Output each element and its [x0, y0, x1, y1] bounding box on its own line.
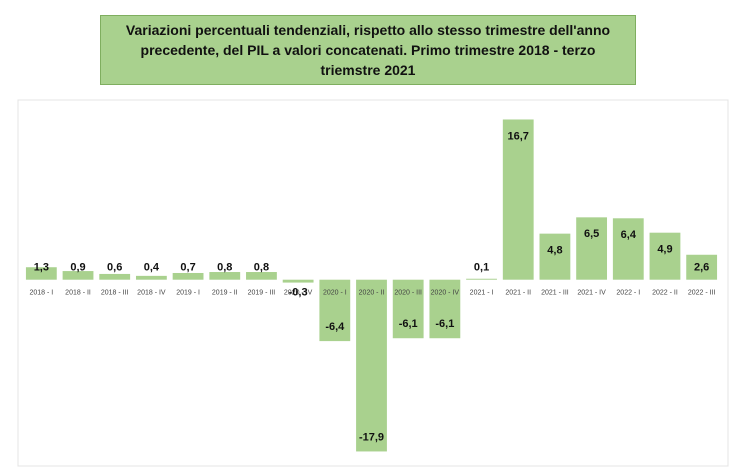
- x-tick-label: 2018 - I: [29, 290, 53, 297]
- value-label: -6,1: [399, 318, 418, 330]
- value-label: 4,9: [657, 244, 672, 256]
- value-label: 6,5: [584, 228, 599, 240]
- value-label: 4,8: [547, 245, 562, 257]
- x-tick-label: 2021 - II: [505, 290, 531, 297]
- bar: [62, 271, 94, 280]
- x-tick-label: 2020 - I: [323, 290, 347, 297]
- value-label: 0,7: [180, 262, 195, 274]
- bar: [576, 217, 608, 280]
- value-label: 0,8: [217, 262, 232, 274]
- plot-frame: [17, 99, 729, 467]
- bar: [502, 119, 534, 280]
- bar: [135, 275, 167, 280]
- bar: [466, 278, 497, 280]
- value-label: -6,4: [325, 321, 345, 333]
- bar: [649, 232, 681, 280]
- chart-title: Variazioni percentuali tendenziali, risp…: [100, 15, 636, 85]
- x-tick-label: 2022 - III: [688, 290, 716, 297]
- bar: [319, 279, 351, 342]
- x-tick-label: 2022 - I: [616, 290, 640, 297]
- bar: [25, 267, 57, 280]
- x-tick-label: 2019 - II: [212, 290, 238, 297]
- bar: [429, 279, 461, 339]
- value-label: 0,1: [474, 262, 489, 274]
- bar: [282, 279, 314, 283]
- value-label: -6,1: [435, 318, 454, 330]
- value-label: 2,6: [694, 262, 709, 274]
- x-tick-label: 2019 - III: [248, 290, 276, 297]
- value-label: -17,9: [359, 431, 384, 443]
- value-label: 0,9: [70, 262, 85, 274]
- value-label: 0,8: [254, 262, 269, 274]
- x-tick-label: 2021 - III: [541, 290, 569, 297]
- x-tick-label: 2020 - IV: [284, 290, 313, 297]
- x-tick-label: 2021 - IV: [577, 290, 606, 297]
- x-tick-label: 2018 - III: [101, 290, 129, 297]
- bar: [686, 254, 718, 280]
- value-label: 6,4: [621, 229, 637, 241]
- bar: [99, 273, 131, 280]
- bar: [612, 218, 644, 280]
- bar: [209, 272, 241, 280]
- bar: [172, 272, 204, 280]
- bar: [539, 233, 571, 280]
- x-tick-label: 2022 - II: [652, 290, 678, 297]
- value-label: -0,3: [289, 287, 308, 299]
- value-label: 1,3: [34, 262, 49, 274]
- value-label: 0,6: [107, 262, 122, 274]
- x-tick-label: 2021 - I: [470, 290, 494, 297]
- x-tick-label: 2019 - I: [176, 290, 200, 297]
- bar: [356, 279, 387, 452]
- x-tick-label: 2018 - IV: [137, 290, 166, 297]
- bar: [246, 272, 277, 280]
- bar: [392, 279, 424, 339]
- x-tick-label: 2020 - II: [359, 290, 385, 297]
- value-label: 0,4: [144, 262, 160, 274]
- x-tick-label: 2020 - IV: [431, 290, 460, 297]
- value-label: 16,7: [508, 130, 529, 142]
- x-tick-label: 2020 - III: [394, 290, 422, 297]
- x-tick-label: 2018 - II: [65, 290, 91, 297]
